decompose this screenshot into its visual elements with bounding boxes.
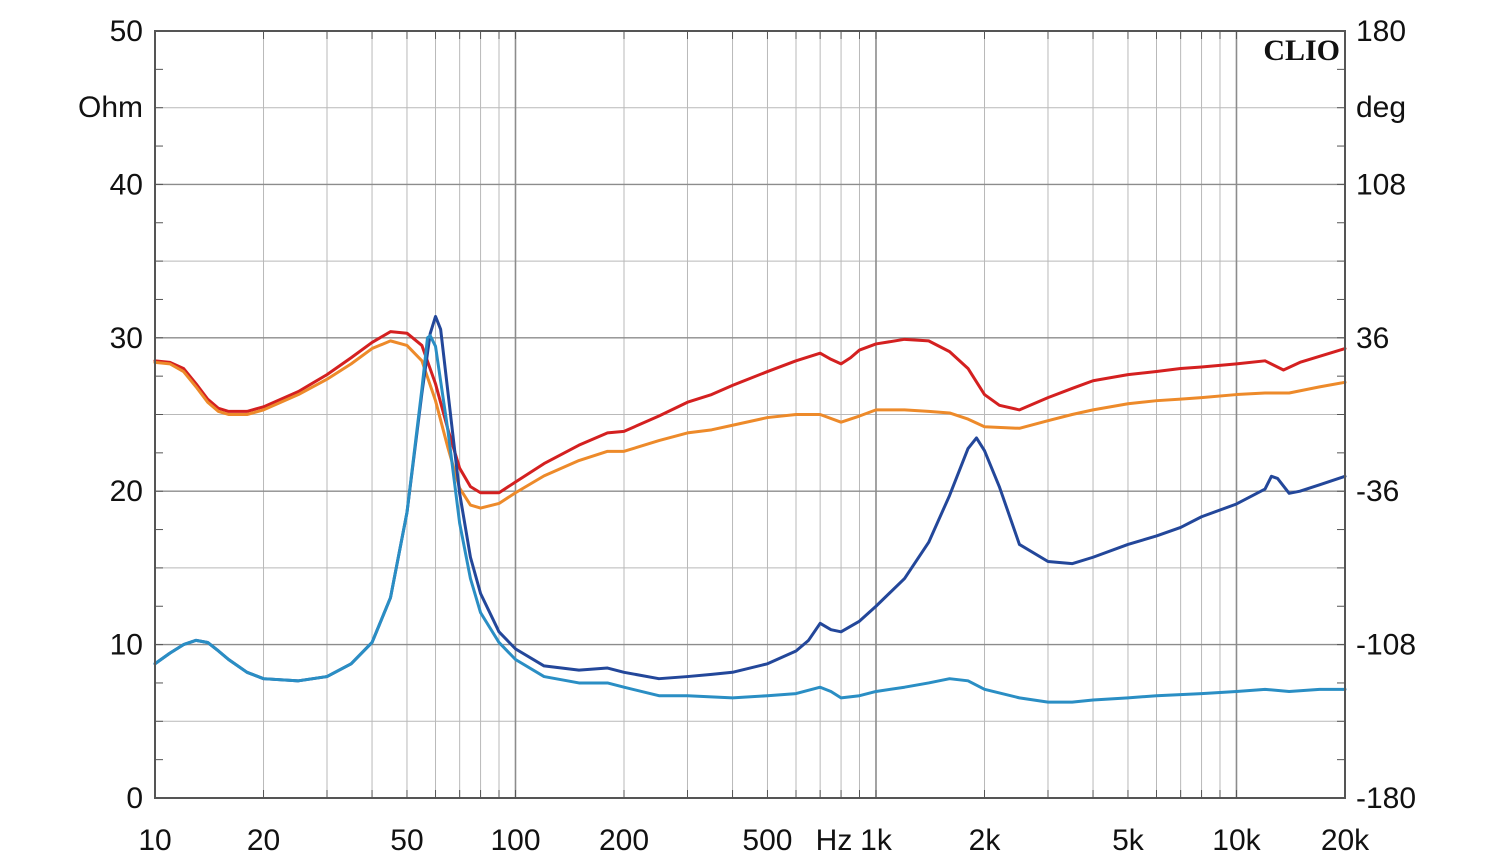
y-left-tick-label: 50 [110,15,143,48]
x-tick-label: 200 [599,824,649,857]
x-tick-label: 10k [1212,824,1261,857]
left-unit-label: Ohm [78,91,143,124]
x-tick-label: 500 [742,824,792,857]
x-tick-label: 10 [138,824,171,857]
y-right-tick-label: 36 [1356,322,1389,355]
x-tick-label: 20k [1321,824,1370,857]
series-layer [153,314,1347,704]
series-line [153,330,1347,495]
series-line [153,339,1347,510]
y-left-tick-label: 10 [110,629,143,662]
x-tick-label: 50 [390,824,423,857]
y-left-tick-label: 0 [126,782,143,815]
x-tick-label: 1k [860,824,893,857]
tick-marks [154,30,1346,799]
y-right-tick-label: -180 [1356,782,1416,815]
x-tick-label: 100 [490,824,540,857]
y-left-tick-label: 40 [110,168,143,201]
clio-brand-logo: CLIO [1263,34,1340,67]
y-right-tick-label: -108 [1356,629,1416,662]
tick-labels: 10 20 50 100 200 500 1k 2k 5k 10k 20k 0 10 20 30 40 50 -1… [110,15,1416,857]
y-right-tick-label: 180 [1356,15,1406,48]
y-right-tick-label: -36 [1356,475,1399,508]
x-tick-label: 2k [969,824,1002,857]
x-tick-label: 20 [247,824,280,857]
y-left-tick-label: 30 [110,322,143,355]
y-left-tick-label: 20 [110,475,143,508]
series-line [153,334,1347,704]
y-right-tick-label: 108 [1356,168,1406,201]
x-unit-label: Hz [816,824,853,857]
x-tick-label: 5k [1112,824,1145,857]
right-unit-label: deg [1356,91,1406,124]
